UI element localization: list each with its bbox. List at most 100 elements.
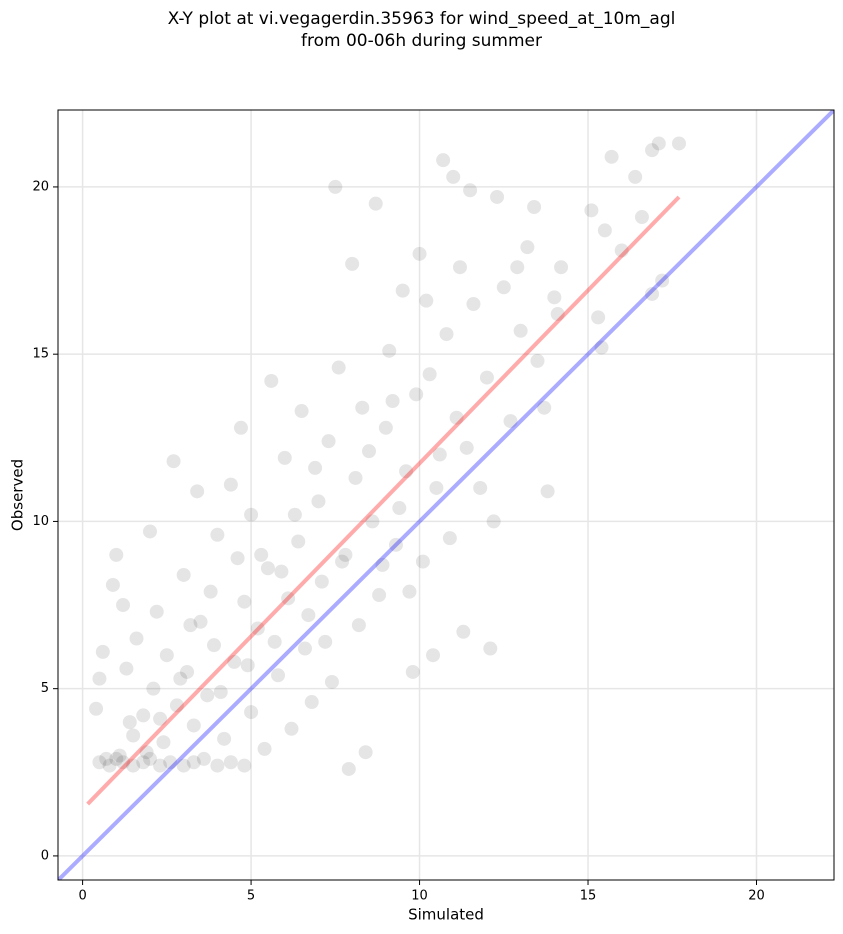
scatter-point [244, 507, 259, 522]
scatter-point [180, 664, 195, 679]
scatter-point [230, 551, 245, 566]
scatter-point [402, 584, 417, 599]
scatter-point [446, 169, 461, 184]
scatter-point [308, 460, 323, 475]
scatter-point [116, 755, 131, 770]
scatter-point [439, 327, 454, 342]
scatter-point [260, 561, 275, 576]
scatter-point [591, 310, 606, 325]
scatter-point [634, 210, 649, 225]
scatter-point [362, 444, 377, 459]
scatter-point [368, 196, 383, 211]
scatter-point [510, 260, 525, 275]
scatter-point [365, 514, 380, 529]
scatter-point [109, 751, 124, 766]
scatter-point [449, 410, 464, 425]
scatter-point [217, 731, 232, 746]
scatter-point [281, 591, 296, 606]
x-tick-label: 5 [247, 889, 255, 904]
scatter-point [92, 755, 107, 770]
scatter-point [483, 641, 498, 656]
scatter-point [109, 547, 124, 562]
scatter-point [301, 608, 316, 623]
scatter-point [426, 648, 441, 663]
scatter-point [95, 644, 110, 659]
y-tick-label: 10 [32, 514, 49, 529]
scatter-point [277, 450, 292, 465]
scatter-point [237, 758, 252, 773]
scatter-point [287, 507, 302, 522]
scatter-point [409, 387, 424, 402]
scatter-point [136, 708, 151, 723]
x-tick-label: 20 [748, 889, 765, 904]
scatter-point [385, 394, 400, 409]
scatter-point [156, 735, 171, 750]
scatter-point [405, 664, 420, 679]
scatter-point [355, 400, 370, 415]
scatter-point [240, 658, 255, 673]
scatter-point [297, 641, 312, 656]
scatter-point [244, 705, 259, 720]
scatter-point [153, 711, 168, 726]
scatter-point [122, 715, 137, 730]
scatter-point [126, 758, 141, 773]
scatter-point [442, 531, 457, 546]
scatter-point [274, 564, 289, 579]
scatter-point [375, 557, 390, 572]
scatter-point [554, 260, 569, 275]
scatter-point [473, 480, 488, 495]
scatter-point [159, 648, 174, 663]
scatter-point [304, 695, 319, 710]
scatter-point [530, 353, 545, 368]
scatter-point [311, 494, 326, 509]
scatter-point [341, 761, 356, 776]
scatter-point [210, 758, 225, 773]
scatter-point [436, 153, 451, 168]
reference-line [86, 195, 681, 806]
scatter-point [527, 200, 542, 215]
scatter-point [429, 480, 444, 495]
scatter-point [584, 203, 599, 218]
scatter-point [645, 286, 660, 301]
scatter-point [142, 751, 157, 766]
scatter-point [126, 728, 141, 743]
scatter-point [672, 136, 687, 151]
scatter-point [594, 340, 609, 355]
scatter-point [479, 370, 494, 385]
scatter-point [237, 594, 252, 609]
y-tick-label: 20 [32, 179, 49, 194]
scatter-point [267, 634, 282, 649]
scatter-point [271, 668, 286, 683]
scatter-point [186, 718, 201, 733]
scatter-point [196, 751, 211, 766]
scatter-point [324, 674, 339, 689]
x-tick-label: 0 [78, 889, 86, 904]
scatter-point [190, 484, 205, 499]
scatter-point [486, 514, 501, 529]
scatter-point [136, 755, 151, 770]
scatter-point [392, 501, 407, 516]
scatter-point [456, 624, 471, 639]
scatter-point [210, 527, 225, 542]
scatter-point [328, 179, 343, 194]
scatter-point [318, 634, 333, 649]
y-tick-label: 15 [32, 347, 49, 362]
y-axis-label: Observed [9, 459, 27, 531]
reference-line [58, 110, 834, 880]
scatter-point [92, 671, 107, 686]
scatter-point [422, 367, 437, 382]
y-tick-label: 0 [41, 848, 49, 863]
y-tick-label: 5 [41, 681, 49, 696]
scatter-point [284, 721, 299, 736]
x-axis-label: Simulated [408, 906, 484, 924]
scatter-point [176, 758, 191, 773]
scatter-point [547, 290, 562, 305]
x-tick-label: 10 [411, 889, 428, 904]
scatter-point [537, 400, 552, 415]
scatter-point [193, 614, 208, 629]
scatter-point [129, 631, 144, 646]
scatter-point [338, 547, 353, 562]
scatter-point [540, 484, 555, 499]
